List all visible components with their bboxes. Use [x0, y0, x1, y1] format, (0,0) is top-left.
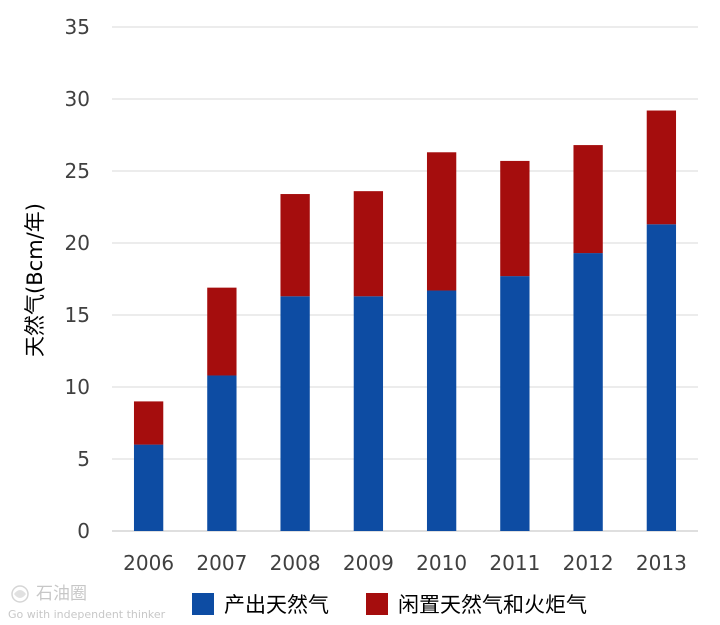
bar-idle-and-flared-gas	[207, 287, 237, 376]
y-tick-labels: 0 5 10 15 20 25 30 35	[65, 15, 90, 543]
bar-produced-gas	[353, 296, 384, 531]
watermark-tagline: Go with independent thinker	[8, 608, 166, 621]
bar-idle-and-flared-gas	[133, 401, 164, 445]
bar-idle-and-flared-gas	[280, 194, 310, 297]
bar-idle-and-flared-gas	[573, 145, 603, 254]
bar-produced-gas	[646, 224, 677, 531]
legend-swatch-idle-and-flared-gas	[366, 593, 388, 615]
legend: 产出天然气 闲置天然气和火炬气	[192, 593, 587, 617]
watermark: 石油圈 Go with independent thinker	[8, 584, 166, 621]
bar-idle-and-flared-gas	[353, 191, 384, 297]
gridlines	[112, 26, 698, 532]
legend-label-idle-and-flared-gas: 闲置天然气和火炬气	[398, 593, 587, 617]
bar-produced-gas	[426, 290, 457, 531]
y-tick-label: 10	[65, 375, 90, 399]
bar-idle-and-flared-gas	[426, 152, 457, 291]
bar-produced-gas	[133, 444, 164, 531]
x-tick-label: 2011	[489, 551, 540, 575]
legend-label-produced-gas: 产出天然气	[224, 593, 329, 617]
watermark-brand: 石油圈	[36, 584, 87, 604]
bar-idle-and-flared-gas	[646, 110, 677, 225]
y-tick-label: 25	[65, 159, 90, 183]
bars	[133, 110, 677, 531]
y-tick-label: 5	[77, 447, 90, 471]
bar-produced-gas	[500, 276, 530, 531]
y-tick-label: 0	[77, 519, 90, 543]
x-tick-labels: 2006 2007 2008 2009 2010 2011 2012 2013	[123, 551, 687, 575]
y-axis-title: 天然气(Bcm/年)	[23, 203, 47, 357]
y-tick-label: 30	[65, 87, 90, 111]
y-tick-label: 20	[65, 231, 90, 255]
bar-idle-and-flared-gas	[500, 160, 530, 277]
x-tick-label: 2013	[636, 551, 687, 575]
bar-produced-gas	[207, 375, 237, 531]
watermark-logo-icon	[11, 585, 29, 603]
legend-swatch-produced-gas	[192, 593, 214, 615]
x-tick-label: 2006	[123, 551, 174, 575]
y-tick-label: 15	[65, 303, 90, 327]
x-tick-label: 2012	[563, 551, 614, 575]
bar-produced-gas	[573, 253, 603, 531]
bar-produced-gas	[280, 296, 310, 531]
y-tick-label: 35	[65, 15, 90, 39]
x-tick-label: 2008	[270, 551, 321, 575]
x-tick-label: 2010	[416, 551, 467, 575]
x-tick-label: 2007	[196, 551, 247, 575]
x-tick-label: 2009	[343, 551, 394, 575]
